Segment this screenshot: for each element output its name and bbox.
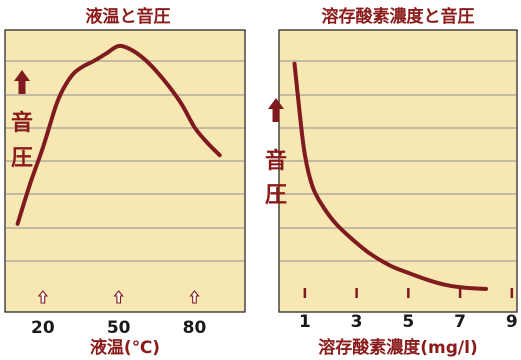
tick-arrow-icon	[189, 290, 200, 304]
y-axis-label: 音圧	[11, 110, 33, 171]
x-tick-label: 5	[402, 312, 414, 332]
chart-title: 溶存酸素濃度と音圧	[322, 6, 475, 27]
x-tick-label: 50	[107, 318, 131, 338]
x-axis-label: 液温(℃)	[90, 337, 160, 358]
x-tick-label: 9	[506, 312, 518, 332]
tick-arrow-icon	[113, 290, 124, 304]
x-tick-label: 7	[454, 312, 466, 332]
arrow-up-icon	[268, 98, 284, 122]
data-line	[15, 43, 222, 226]
x-tick-label: 80	[183, 318, 207, 338]
plot-area	[4, 29, 246, 313]
arrow-up-icon	[14, 70, 30, 94]
tick-arrow-icon	[37, 290, 49, 304]
x-tick-label: 20	[31, 318, 55, 338]
plot-area	[278, 29, 518, 313]
data-line	[292, 61, 488, 291]
x-tick-label: 3	[351, 312, 363, 332]
y-axis-label: 音圧	[265, 148, 287, 208]
x-axis-label: 溶存酸素濃度(mg/l)	[318, 337, 477, 358]
chart-title: 液温と音圧	[86, 6, 171, 27]
x-tick-label: 1	[299, 312, 311, 332]
